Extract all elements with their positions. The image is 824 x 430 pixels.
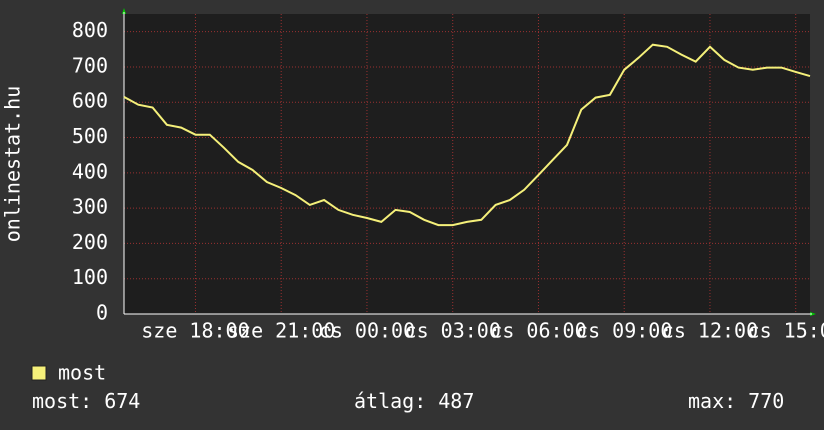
legend-label: most [58, 361, 106, 385]
x-tick-label: sze 18:00 [141, 319, 249, 343]
stat-value: 674 [104, 389, 140, 413]
stat-label: most: [32, 389, 92, 413]
x-tick-label: cs 03:00 [405, 319, 501, 343]
y-tick-label: 400 [72, 159, 108, 183]
y-tick-label: 600 [72, 89, 108, 113]
stat-value: 487 [438, 389, 474, 413]
y-tick-label: 200 [72, 230, 108, 254]
stat-label: átlag: [354, 389, 426, 413]
y-tick-label: 0 [96, 301, 108, 325]
line [123, 43, 811, 227]
y-tick-label: 500 [72, 124, 108, 148]
stat-value: 770 [748, 389, 784, 413]
y-tick-label: 800 [72, 18, 108, 42]
y-tick-label: 300 [72, 195, 108, 219]
x-tick-label: cs 15:00 [748, 319, 824, 343]
x-tick-label: cs 00:00 [319, 319, 415, 343]
stat-label: max: [688, 389, 736, 413]
y-tick-label: 100 [72, 265, 108, 289]
axis-arrow [810, 312, 816, 316]
y-axis-label: onlinestat.hu [1, 86, 25, 243]
x-tick-label: cs 06:00 [490, 319, 586, 343]
axis-arrow [122, 8, 126, 14]
stat: max: 770 [688, 389, 784, 413]
x-tick-label: cs 09:00 [576, 319, 672, 343]
stat: most: 674 [32, 389, 140, 413]
x-tick-label: sze 21:00 [227, 319, 335, 343]
legend-swatch [31, 365, 47, 381]
y-tick-label: 700 [72, 53, 108, 77]
plot-area [124, 14, 810, 314]
x-tick-label: cs 12:00 [662, 319, 758, 343]
stat: átlag: 487 [354, 389, 474, 413]
